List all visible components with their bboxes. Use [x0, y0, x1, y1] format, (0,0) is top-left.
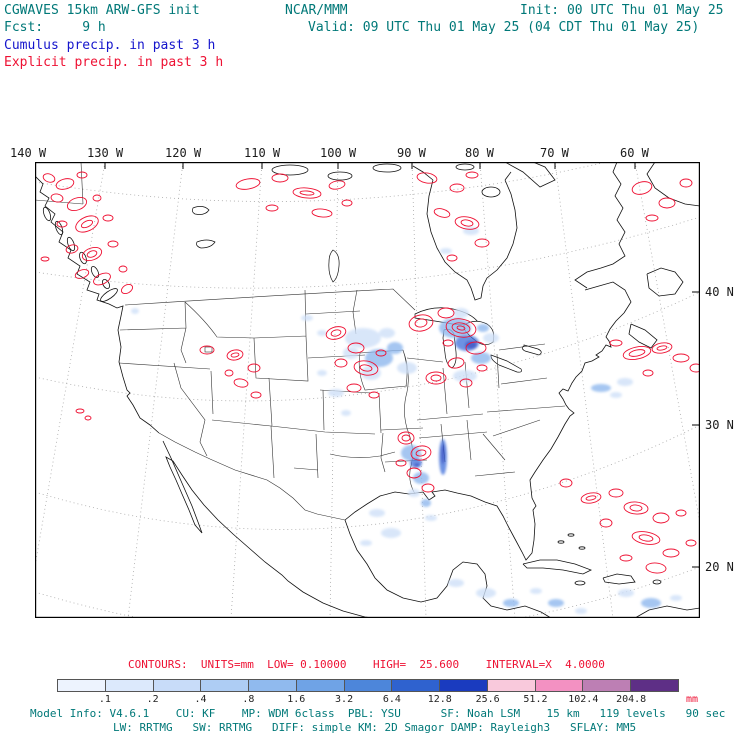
graticule [35, 162, 700, 618]
lon-label: 70 W [540, 146, 569, 160]
colorbar-tick: .8 [242, 694, 255, 705]
colorbar-tick: 6.4 [382, 694, 401, 705]
center-title: NCAR/MMM [285, 3, 348, 18]
model-info-line-2: LW: RRTMG SW: RRTMG DIFF: simple KM: 2D … [113, 721, 637, 734]
colorbar-tick: .2 [146, 694, 159, 705]
cumulus-precip-shading [131, 227, 682, 614]
colorbar-cell-5 [296, 680, 345, 691]
colorbar-unit-label: mm [686, 694, 699, 705]
lon-label: 110 W [244, 146, 281, 160]
contour-legend-line: CONTOURS: UNITS=mm LOW= 0.10000 HIGH= 25… [128, 658, 605, 671]
lon-label: 90 W [397, 146, 426, 160]
colorbar-cell-4 [249, 680, 297, 691]
precip-colorbar [57, 679, 679, 692]
colorbar-tick: 51.2 [523, 694, 548, 705]
forecast-map-graphic [35, 162, 700, 618]
colorbar-cell-2 [153, 680, 202, 691]
axis-ticks [104, 162, 699, 568]
colorbar-cell-6 [344, 680, 393, 691]
colorbar-cell-0 [58, 680, 106, 691]
colorbar-cell-9 [487, 680, 536, 691]
lon-label: 130 W [87, 146, 124, 160]
field-label-explicit: Explicit precip. in past 3 h [4, 55, 224, 70]
model-title: CGWAVES 15km ARW-GFS init [4, 3, 200, 18]
lon-label: 120 W [165, 146, 202, 160]
colorbar-cell-10 [535, 680, 584, 691]
model-info-line-1: Model Info: V4.6.1 CU: KF MP: WDM 6class… [30, 707, 726, 720]
colorbar-tick: 25.6 [475, 694, 500, 705]
lat-label: 40 N [705, 285, 734, 299]
colorbar-tick: 3.2 [335, 694, 354, 705]
init-time-line: Init: 00 UTC Thu 01 May 25 [520, 3, 724, 18]
field-label-cumulus: Cumulus precip. in past 3 h [4, 38, 216, 53]
map-frame [35, 162, 700, 618]
colorbar-cell-3 [201, 680, 250, 691]
colorbar-cell-1 [105, 680, 154, 691]
explicit-precip-contours [40, 171, 700, 574]
colorbar-tick: 204.8 [616, 694, 647, 705]
colorbar-tick: 12.8 [427, 694, 452, 705]
coastlines [35, 162, 700, 618]
colorbar-tick: .4 [194, 694, 207, 705]
colorbar-tick: .1 [98, 694, 111, 705]
state-borders [35, 162, 566, 521]
colorbar-cell-11 [583, 680, 632, 691]
lon-label: 80 W [465, 146, 494, 160]
lon-label: 100 W [320, 146, 357, 160]
colorbar-tick-labels: .1 .2 .4 .8 1.6 3.2 6.4 12.8 25.6 51.2 1… [57, 694, 679, 708]
valid-time-line: Valid: 09 UTC Thu 01 May 25 (04 CDT Thu … [308, 20, 700, 35]
forecast-hour-line: Fcst: 9 h [4, 20, 106, 35]
colorbar-cell-12 [631, 680, 678, 691]
lon-label: 60 W [620, 146, 649, 160]
lat-label: 30 N [705, 418, 734, 432]
colorbar-cell-7 [392, 680, 441, 691]
colorbar-tick: 1.6 [287, 694, 306, 705]
colorbar-tick: 102.4 [568, 694, 599, 705]
lon-label: 140 W [10, 146, 47, 160]
colorbar-cell-8 [440, 680, 488, 691]
lat-label: 20 N [705, 560, 734, 574]
